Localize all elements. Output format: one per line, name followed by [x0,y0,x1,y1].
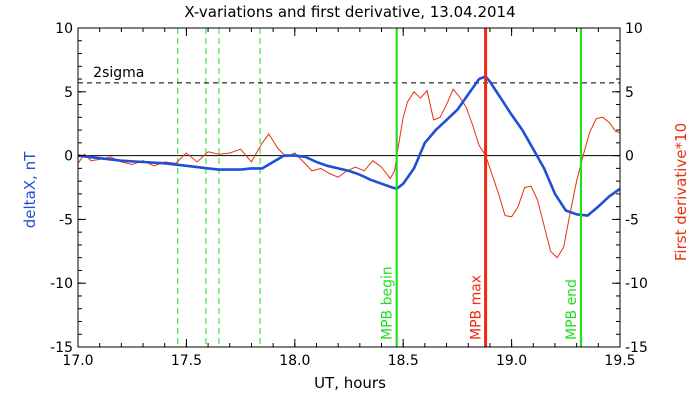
y-tick-label-right: 10 [625,21,643,37]
derivative-line [77,88,621,259]
plot-frame [77,27,621,348]
y-axis-label-left: deltaX, nT [21,151,39,228]
y-tick-label-right: 5 [625,85,634,101]
y-tick-label-left: 10 [55,21,73,37]
x-tick-label: 17.5 [171,353,202,369]
y-tick-label-left: -15 [50,340,73,356]
y-tick-label-right: -15 [625,340,648,356]
y-tick-label-right: 0 [625,149,634,165]
y-axis-label-right: First derivative*10 [672,123,690,261]
x-tick-label: 18.0 [279,353,310,369]
marker-label-mpb-begin: MPB begin [380,266,396,340]
x-tick-label: 18.5 [388,353,419,369]
deltax-line [77,75,621,217]
y-tick-label-right: -5 [625,212,639,228]
y-tick-label-left: 5 [64,85,73,101]
chart-title: X-variations and first derivative, 13.04… [184,3,515,21]
x-axis-label: UT, hours [314,374,386,392]
x-tick-label: 19.5 [604,353,635,369]
sigma-label: 2sigma [93,65,144,81]
marker-label-mpb-max: MPB max [469,275,485,340]
marker-label-mpb-end: MPB end [564,279,580,340]
x-tick-label: 19.0 [496,353,527,369]
y-tick-label-left: 0 [64,149,73,165]
y-tick-label-left: -10 [50,276,73,292]
y-tick-label-left: -5 [59,212,73,228]
x-tick-label: 17.0 [62,353,93,369]
y-tick-label-right: -10 [625,276,648,292]
